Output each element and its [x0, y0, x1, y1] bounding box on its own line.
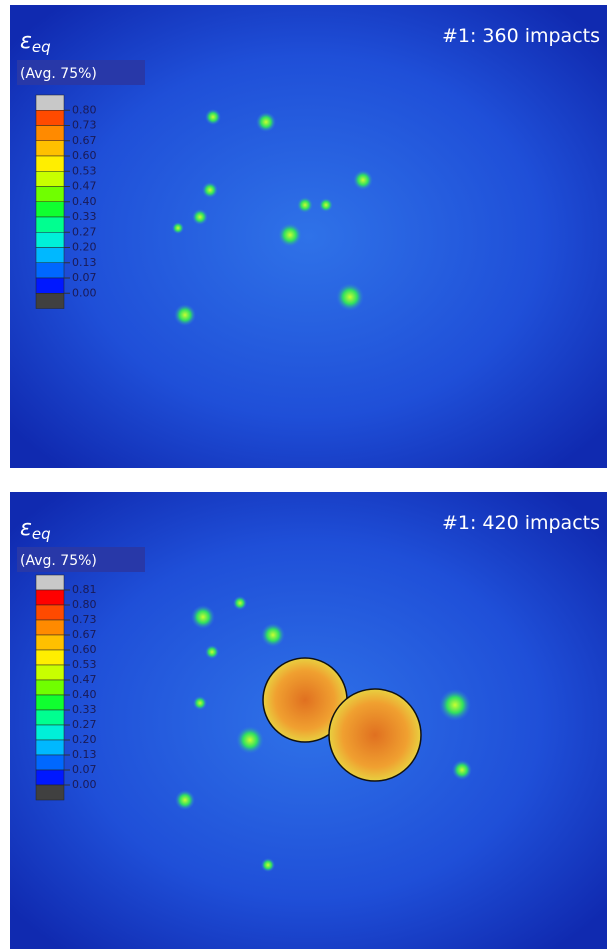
symbol: εeq: [20, 516, 51, 543]
legend-swatch: [35, 634, 65, 651]
legend-swatch: [35, 619, 65, 636]
legend-label: 0.67: [72, 628, 97, 641]
legend-swatch: [35, 155, 65, 172]
legend-swatch: [35, 739, 65, 756]
symbol: εeq: [20, 29, 51, 56]
legend-swatch: [35, 140, 65, 157]
panel-title: #1: 360 impacts: [442, 25, 600, 47]
averaging-box: [17, 60, 145, 85]
legend-label: 0.73: [72, 119, 97, 132]
averaging-box: [17, 547, 145, 572]
legend-label: 0.47: [72, 180, 97, 193]
legend-label: 0.81: [72, 583, 97, 596]
legend-label: 0.27: [72, 718, 97, 731]
legend-swatch: [35, 649, 65, 666]
legend-swatch: [35, 216, 65, 233]
legend-label: 0.67: [72, 134, 97, 147]
legend-label: 0.47: [72, 673, 97, 686]
legend-label: 0.53: [72, 658, 97, 671]
legend-label: 0.27: [72, 225, 97, 238]
legend-label: 0.80: [72, 103, 97, 116]
legend-swatch: [35, 709, 65, 726]
legend-label: 0.40: [72, 688, 97, 701]
legend-label: 0.13: [72, 748, 97, 761]
legend-swatch: [35, 679, 65, 696]
legend-swatch: [35, 262, 65, 279]
legend-swatch: [35, 186, 65, 202]
legend-swatch: [35, 232, 65, 248]
legend-swatch: [35, 769, 65, 786]
hot-spots: [175, 596, 472, 872]
legend-swatch: [35, 694, 65, 711]
symbol-subscript: eq: [32, 38, 51, 56]
legend-label: 0.73: [72, 613, 97, 626]
hot-spots: [172, 109, 373, 326]
legend-swatch: [35, 784, 65, 801]
symbol-main: ε: [20, 29, 32, 54]
legend-label: 0.13: [72, 256, 97, 269]
legend-label: 0.33: [72, 703, 97, 716]
legend-swatch: [35, 604, 65, 621]
legend-swatch: [35, 201, 65, 218]
symbol-subscript: eq: [32, 525, 51, 543]
legend-swatch: [35, 247, 65, 263]
averaging: (Avg. 75%): [20, 553, 97, 569]
legend-label: 0.00: [72, 778, 97, 791]
symbol-main: ε: [20, 516, 32, 541]
legend-label: 0.60: [72, 643, 97, 656]
legend-label: 0.07: [72, 763, 97, 776]
averaging: (Avg. 75%): [20, 66, 97, 82]
legend-label: 0.33: [72, 210, 97, 223]
legend-label: 0.80: [72, 598, 97, 611]
legend-label: 0.53: [72, 164, 97, 177]
legend-swatch: [35, 277, 65, 294]
panel-title: #1: 420 impacts: [442, 512, 600, 534]
legend-swatch: [35, 754, 65, 771]
legend-swatch: [35, 724, 65, 741]
legend-swatch: [35, 589, 65, 606]
legend-swatch: [35, 125, 65, 141]
legend-swatch: [35, 94, 65, 111]
legend-label: 0.40: [72, 195, 97, 208]
legend-label: 0.07: [72, 271, 97, 284]
legend-label: 0.20: [72, 241, 97, 254]
legend-swatch: [35, 574, 65, 591]
legend-swatch: [35, 293, 65, 309]
legend-swatch: [35, 171, 65, 187]
legend-label: 0.20: [72, 733, 97, 746]
legend-label: 0.60: [72, 149, 97, 162]
legend-swatch: [35, 664, 65, 681]
legend-label: 0.00: [72, 286, 97, 299]
legend-swatch: [35, 110, 65, 126]
